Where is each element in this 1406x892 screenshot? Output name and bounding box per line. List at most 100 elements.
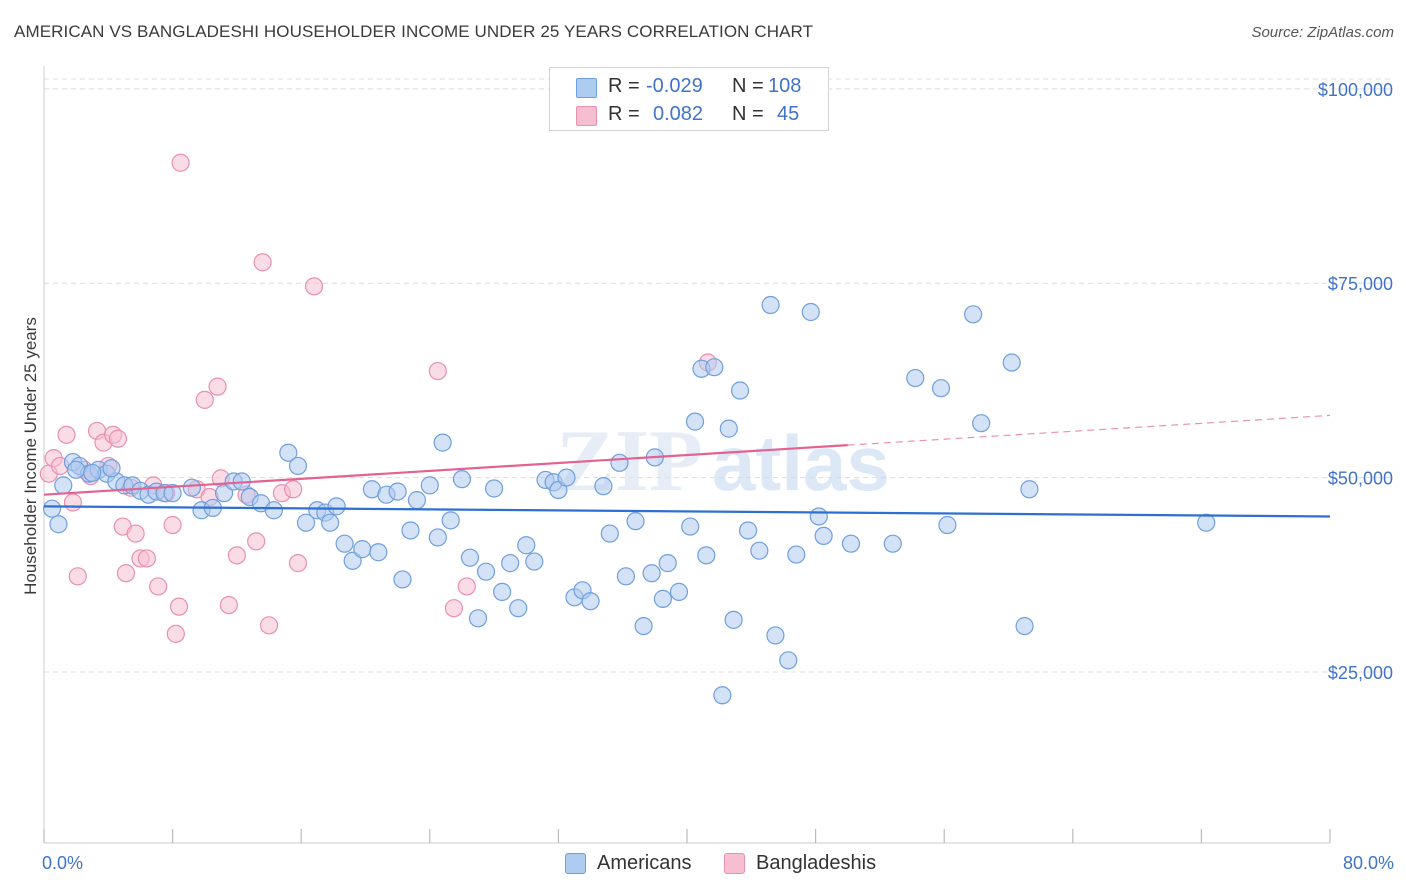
bangladeshis-legend-label: Bangladeshis: [756, 852, 877, 874]
american-point: [883, 534, 902, 553]
american-point: [264, 501, 283, 520]
bangladeshi-point: [253, 253, 272, 272]
american-point: [938, 515, 957, 535]
american-point: [163, 484, 182, 503]
bangladeshi-point: [247, 532, 266, 551]
american-point: [610, 453, 629, 472]
american-point: [697, 546, 716, 565]
american-point: [779, 651, 798, 670]
american-point: [705, 358, 724, 377]
american-point: [1002, 353, 1021, 372]
american-point: [750, 541, 769, 560]
american-point: [642, 564, 661, 583]
american-point: [724, 610, 743, 629]
american-point: [814, 526, 833, 546]
american-point: [388, 482, 407, 501]
n-label: N =: [732, 75, 764, 97]
bangladeshi-point: [57, 425, 76, 444]
bangladeshi-point: [195, 390, 214, 409]
american-point: [669, 582, 689, 601]
american-point: [393, 570, 412, 589]
bangladeshis-trend-line: [43, 444, 848, 496]
american-point: [738, 521, 758, 540]
x-tick-min: 0.0%: [42, 853, 83, 873]
american-point: [525, 552, 544, 571]
bangladeshi-point: [108, 429, 128, 448]
american-point: [581, 592, 600, 611]
axes: [43, 66, 1331, 844]
american-point: [1015, 616, 1034, 636]
american-point: [653, 589, 672, 608]
bangladeshi-point: [126, 524, 145, 543]
american-point: [42, 499, 62, 518]
american-point: [335, 534, 354, 553]
american-point: [420, 476, 439, 495]
american-point: [557, 468, 576, 487]
bangladeshi-point: [457, 577, 476, 596]
bangladeshi-point: [171, 153, 190, 172]
bangladeshi-point: [444, 599, 464, 618]
bangladeshi-point: [68, 567, 87, 586]
bangladeshi-point: [219, 595, 238, 615]
american-point: [501, 554, 520, 573]
american-point: [327, 497, 346, 516]
r-value: -0.029: [646, 75, 703, 97]
legend-row-bangladeshis: R = 0.082 N = 45: [550, 102, 828, 128]
american-point: [433, 433, 452, 452]
american-point: [296, 513, 316, 532]
american-point: [626, 512, 645, 531]
american-point: [517, 536, 536, 555]
american-point: [49, 515, 68, 534]
bangladeshi-point: [288, 554, 308, 573]
bangladeshi-point: [116, 564, 136, 583]
american-point: [766, 626, 785, 645]
y-tick-label: $75,000: [1328, 274, 1393, 294]
american-point: [468, 609, 488, 628]
american-point: [681, 517, 700, 536]
bangladeshi-point: [149, 577, 168, 596]
americans-swatch: [576, 78, 597, 98]
trend-lines: [43, 414, 1331, 518]
x-tick-max: 80.0%: [1343, 853, 1394, 873]
american-point: [594, 477, 613, 496]
american-point: [972, 414, 991, 433]
american-point: [719, 419, 738, 438]
n-value: 45: [777, 103, 800, 125]
american-point: [713, 686, 732, 705]
american-point: [485, 479, 504, 498]
americans-legend-label: Americans: [597, 852, 692, 874]
american-point: [182, 478, 201, 497]
american-point: [288, 456, 308, 476]
legend-row-americans: R = -0.029 N = 108: [550, 74, 828, 100]
n-label: N =: [732, 103, 764, 125]
american-point: [67, 460, 86, 479]
american-point: [407, 491, 427, 510]
y-tick-label: $100,000: [1318, 80, 1393, 100]
american-point: [761, 295, 780, 315]
american-point: [658, 554, 677, 573]
american-point: [476, 562, 496, 581]
american-point: [83, 463, 102, 483]
r-value: 0.082: [653, 103, 704, 125]
american-point: [279, 443, 298, 462]
y-tick-label: $25,000: [1328, 663, 1393, 683]
american-point: [452, 470, 472, 489]
correlation-legend: R = -0.029 N = 108 R = 0.082 N = 45: [549, 67, 829, 131]
americans-points: [42, 295, 1216, 705]
bangladeshi-point: [169, 597, 189, 616]
bangladeshis-trend-extension: [847, 414, 1331, 446]
american-point: [931, 379, 951, 398]
n-value: 108: [768, 75, 802, 97]
americans-legend-swatch: [565, 853, 586, 874]
american-point: [787, 545, 806, 564]
bangladeshis-swatch: [576, 106, 597, 126]
american-point: [460, 548, 480, 567]
american-point: [801, 302, 820, 322]
bangladeshi-point: [227, 546, 246, 565]
r-label: R =: [608, 103, 640, 125]
y-axis-label: Householder Income Under 25 years: [21, 317, 40, 595]
y-tick-label: $50,000: [1328, 469, 1393, 489]
bangladeshi-point: [259, 616, 279, 635]
american-point: [321, 513, 340, 532]
